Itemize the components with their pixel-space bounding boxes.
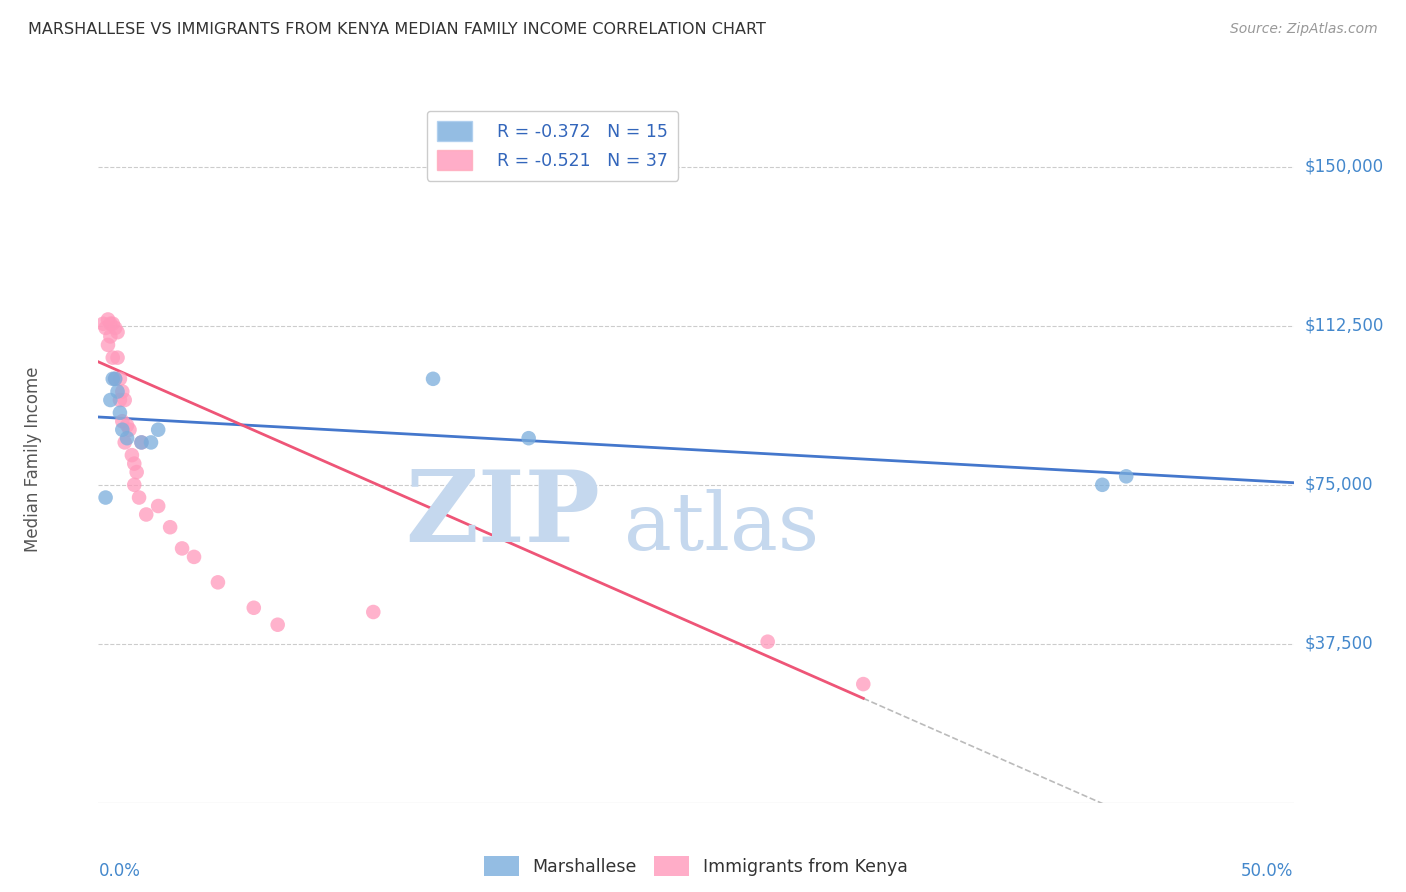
Point — [183, 549, 205, 564]
Point — [115, 431, 138, 445]
Text: Source: ZipAtlas.com: Source: ZipAtlas.com — [1230, 22, 1378, 37]
Point — [517, 431, 540, 445]
Point — [124, 478, 146, 492]
Point — [111, 414, 134, 428]
Point — [101, 372, 124, 386]
Point — [148, 423, 170, 437]
Point — [101, 351, 124, 365]
Text: Median Family Income: Median Family Income — [24, 367, 42, 552]
Point — [852, 677, 875, 691]
Point — [422, 372, 444, 386]
Point — [115, 418, 138, 433]
Point — [108, 406, 131, 420]
Point — [98, 392, 122, 407]
Text: $37,500: $37,500 — [1305, 635, 1374, 653]
Point — [94, 491, 117, 505]
Point — [1091, 478, 1114, 492]
Point — [1115, 469, 1137, 483]
Point — [98, 317, 122, 331]
Point — [107, 325, 129, 339]
Text: $75,000: $75,000 — [1305, 475, 1374, 494]
Point — [148, 499, 170, 513]
Point — [121, 448, 143, 462]
Text: 50.0%: 50.0% — [1241, 863, 1294, 880]
Text: 0.0%: 0.0% — [98, 863, 141, 880]
Text: $150,000: $150,000 — [1305, 158, 1384, 176]
Point — [139, 435, 162, 450]
Point — [363, 605, 385, 619]
Point — [114, 435, 136, 450]
Text: $112,500: $112,500 — [1305, 317, 1384, 334]
Point — [125, 465, 148, 479]
Point — [91, 317, 114, 331]
Point — [172, 541, 194, 556]
Point — [135, 508, 157, 522]
Point — [267, 617, 290, 632]
Point — [104, 372, 127, 386]
Point — [131, 435, 153, 450]
Point — [104, 372, 127, 386]
Text: ZIP: ZIP — [405, 466, 600, 563]
Point — [159, 520, 181, 534]
Point — [108, 392, 131, 407]
Point — [124, 457, 146, 471]
Legend: Marshallese, Immigrants from Kenya: Marshallese, Immigrants from Kenya — [477, 849, 915, 883]
Point — [104, 321, 127, 335]
Point — [94, 321, 117, 335]
Text: atlas: atlas — [624, 489, 820, 567]
Point — [128, 491, 150, 505]
Point — [111, 384, 134, 399]
Point — [107, 384, 129, 399]
Point — [111, 423, 134, 437]
Point — [243, 600, 266, 615]
Point — [101, 317, 124, 331]
Point — [108, 372, 131, 386]
Point — [107, 351, 129, 365]
Point — [131, 435, 153, 450]
Point — [756, 634, 779, 648]
Point — [114, 392, 136, 407]
Point — [207, 575, 229, 590]
Point — [118, 423, 141, 437]
Text: MARSHALLESE VS IMMIGRANTS FROM KENYA MEDIAN FAMILY INCOME CORRELATION CHART: MARSHALLESE VS IMMIGRANTS FROM KENYA MED… — [28, 22, 766, 37]
Point — [97, 338, 120, 352]
Point — [97, 312, 120, 326]
Point — [98, 329, 122, 343]
